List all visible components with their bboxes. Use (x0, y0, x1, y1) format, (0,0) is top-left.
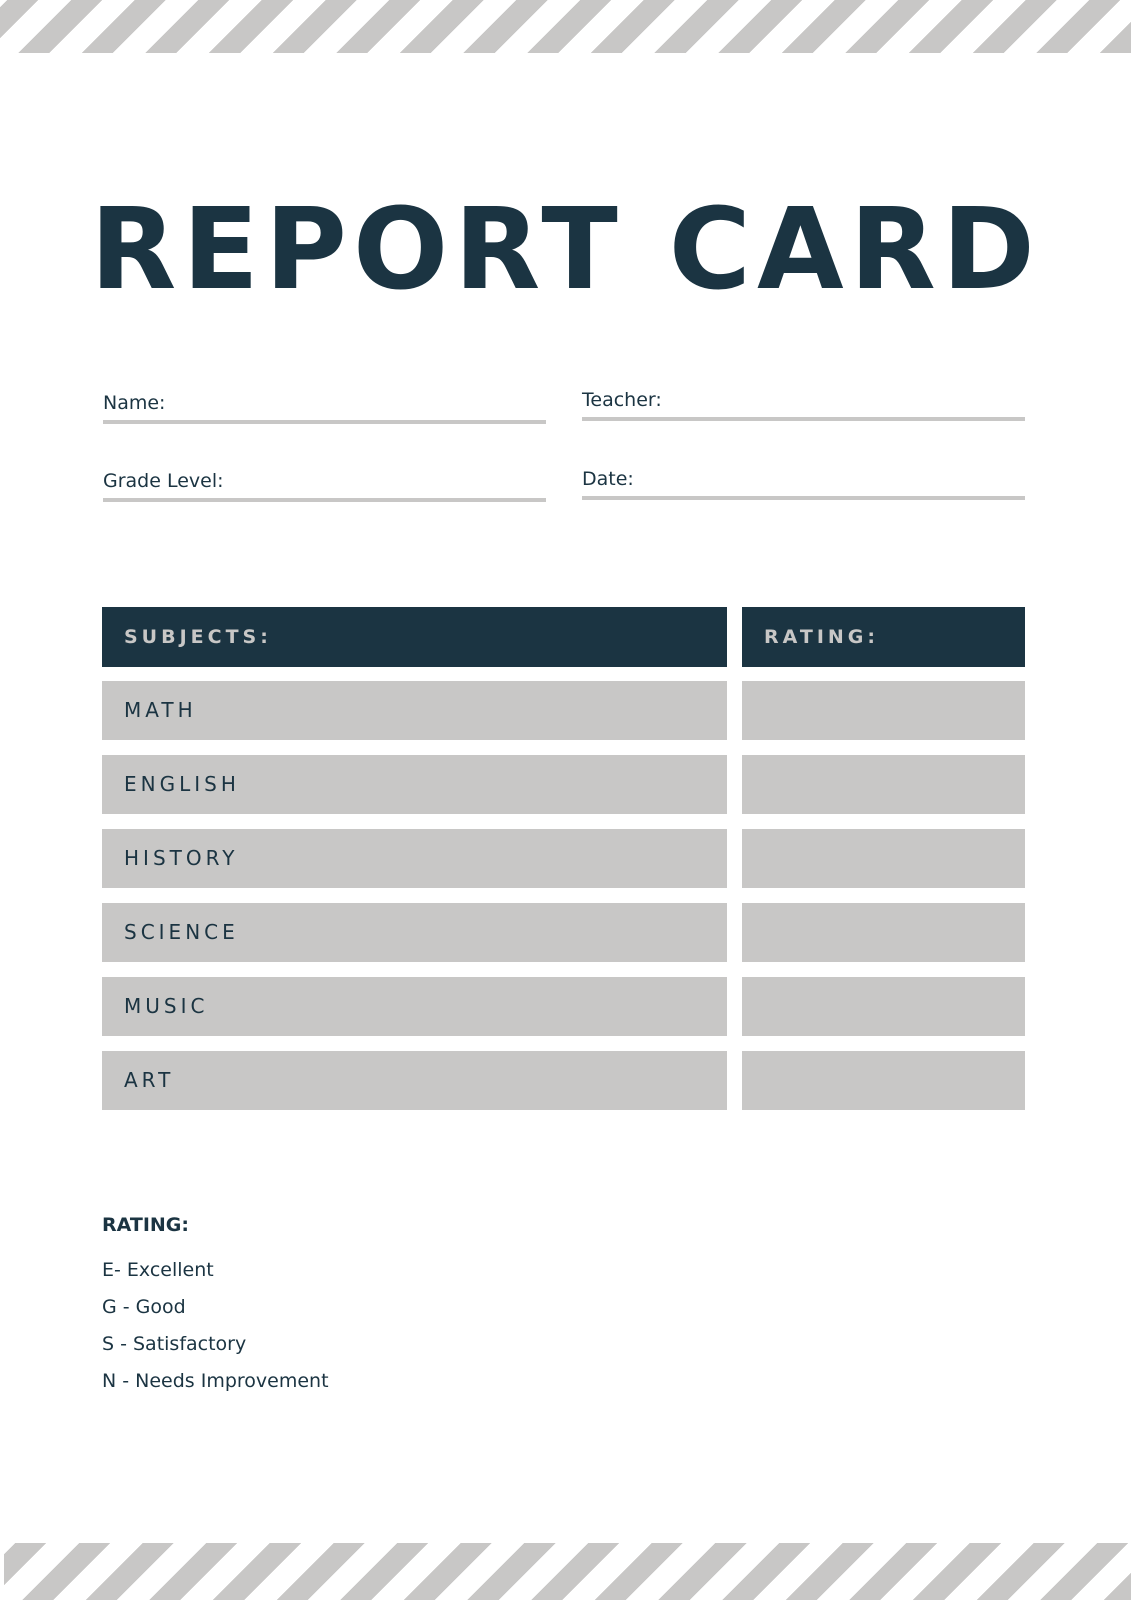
rating-legend: RATING: E- Excellent G - Good S - Satisf… (102, 1214, 329, 1407)
legend-item: E- Excellent (102, 1259, 214, 1281)
legend-item: S - Satisfactory (102, 1333, 247, 1355)
subjects-header: SUBJECTS: (102, 607, 727, 667)
grade-level-field[interactable]: Grade Level: (103, 470, 546, 502)
subject-cell: SCIENCE (102, 903, 727, 962)
rating-cell[interactable] (742, 1051, 1025, 1110)
bottom-stripe-border (4, 1543, 1131, 1600)
subject-cell: MUSIC (102, 977, 727, 1036)
legend-title: RATING: (102, 1214, 189, 1236)
rating-cell[interactable] (742, 681, 1025, 740)
teacher-field[interactable]: Teacher: (582, 389, 1025, 421)
subject-cell: HISTORY (102, 829, 727, 888)
rating-cell[interactable] (742, 755, 1025, 814)
subject-cell: MATH (102, 681, 727, 740)
legend-item: N - Needs Improvement (102, 1370, 329, 1392)
top-stripe-border (0, 0, 1131, 53)
date-field[interactable]: Date: (582, 468, 1025, 500)
name-field[interactable]: Name: (103, 392, 546, 424)
page-title: REPORT CARD (90, 185, 1041, 315)
legend-item: G - Good (102, 1296, 186, 1318)
rating-cell[interactable] (742, 829, 1025, 888)
rating-cell[interactable] (742, 977, 1025, 1036)
subject-cell: ENGLISH (102, 755, 727, 814)
rating-cell[interactable] (742, 903, 1025, 962)
subject-cell: ART (102, 1051, 727, 1110)
rating-header: RATING: (742, 607, 1025, 667)
